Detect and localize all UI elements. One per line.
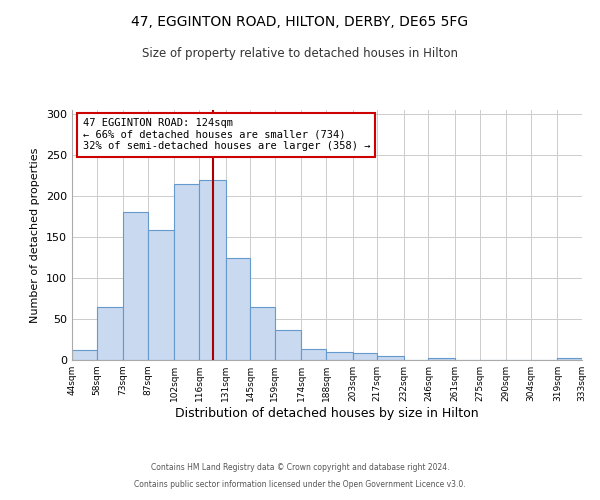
Bar: [250, 306, 275, 360]
Bar: [428, 358, 455, 360]
Text: Contains HM Land Registry data © Crown copyright and database right 2024.: Contains HM Land Registry data © Crown c…: [151, 464, 449, 472]
Bar: [199, 180, 226, 360]
Bar: [123, 212, 148, 360]
Text: 47, EGGINTON ROAD, HILTON, DERBY, DE65 5FG: 47, EGGINTON ROAD, HILTON, DERBY, DE65 5…: [131, 15, 469, 29]
Bar: [557, 358, 582, 360]
Text: Size of property relative to detached houses in Hilton: Size of property relative to detached ho…: [142, 48, 458, 60]
Text: 47 EGGINTON ROAD: 124sqm
← 66% of detached houses are smaller (734)
32% of semi-: 47 EGGINTON ROAD: 124sqm ← 66% of detach…: [83, 118, 370, 152]
Y-axis label: Number of detached properties: Number of detached properties: [31, 148, 40, 322]
Bar: [148, 230, 175, 360]
X-axis label: Distribution of detached houses by size in Hilton: Distribution of detached houses by size …: [175, 407, 479, 420]
Bar: [275, 330, 301, 360]
Text: Contains public sector information licensed under the Open Government Licence v3: Contains public sector information licen…: [134, 480, 466, 489]
Bar: [97, 306, 123, 360]
Bar: [72, 350, 97, 360]
Bar: [377, 356, 404, 360]
Bar: [301, 348, 326, 360]
Bar: [326, 352, 353, 360]
Bar: [175, 184, 199, 360]
Bar: [226, 258, 250, 360]
Bar: [353, 354, 377, 360]
